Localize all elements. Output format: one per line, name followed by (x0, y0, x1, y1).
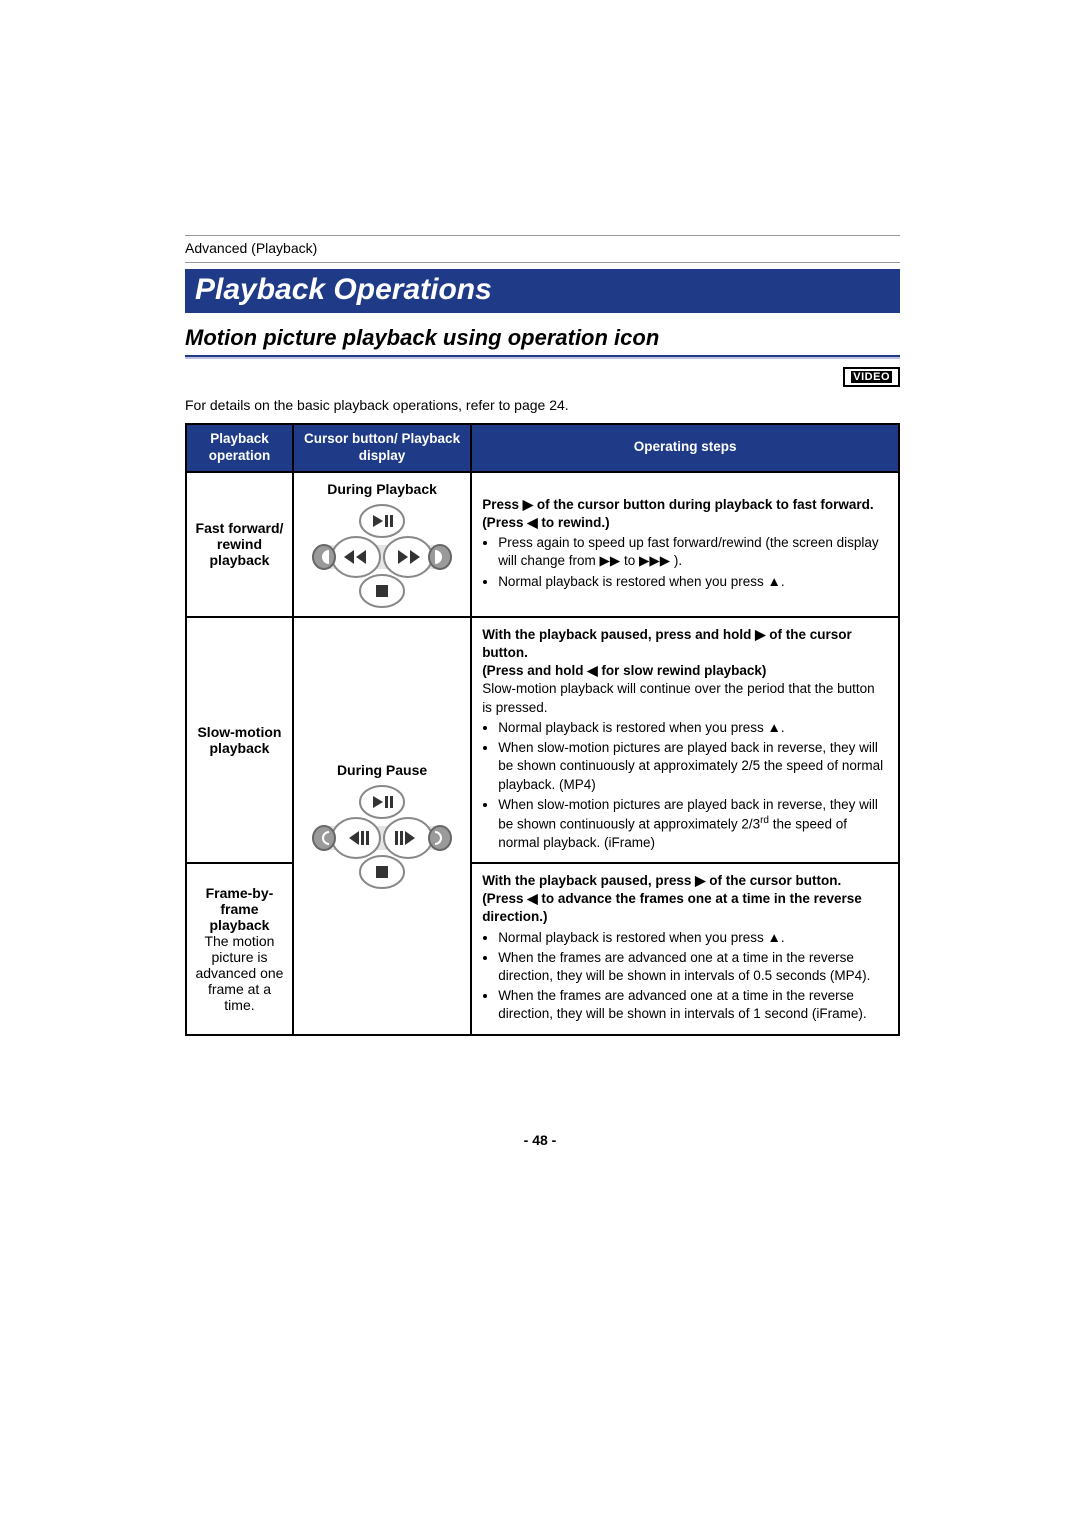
row-fast-forward-rewind: Fast forward/ rewind playback During Pla… (186, 472, 899, 617)
th-operation: Playback operation (186, 424, 293, 472)
op-fast-label: Fast forward/ rewind playback (196, 520, 284, 568)
breadcrumb-bar: Advanced (Playback) (185, 235, 900, 263)
row-slow-motion: Slow-motion playback During Pause (186, 617, 899, 863)
controlpad-pause-icon (312, 784, 452, 889)
disp-label-playback: During Playback (298, 481, 466, 497)
controlpad-playback-icon (312, 503, 452, 608)
table-header-row: Playback operation Cursor button/ Playba… (186, 424, 899, 472)
video-badge-row: VIDEO (185, 367, 900, 387)
slow-step-bold-2: (Press and hold ◀ for slow rewind playba… (482, 662, 888, 680)
page-title: Playback Operations (195, 273, 492, 306)
op-slow-label: Slow-motion playback (197, 724, 281, 756)
fast-bullet-2: Normal playback is restored when you pre… (498, 573, 888, 591)
cell-op-slow: Slow-motion playback (186, 617, 293, 863)
frame-bullet-3: When the frames are advanced one at a ti… (498, 987, 888, 1023)
frame-bullet-2: When the frames are advanced one at a ti… (498, 949, 888, 985)
frame-bullets: Normal playback is restored when you pre… (482, 929, 888, 1024)
th-display: Cursor button/ Playback display (293, 424, 471, 472)
disp-label-pause: During Pause (298, 762, 466, 778)
intro-text: For details on the basic playback operat… (185, 397, 900, 413)
slow-step-bold-1: With the playback paused, press and hold… (482, 626, 888, 662)
frame-step-bold-2: (Press ◀ to advance the frames one at a … (482, 890, 888, 926)
cell-steps-frame: With the playback paused, press ▶ of the… (471, 863, 899, 1035)
slow-bullet-2: When slow-motion pictures are played bac… (498, 739, 888, 794)
cell-steps-fast: Press ▶ of the cursor button during play… (471, 472, 899, 617)
subheading-underline (185, 355, 900, 359)
breadcrumb-text: Advanced (Playback) (185, 240, 317, 256)
page-root: Advanced (Playback) Playback Operations … (0, 0, 1080, 1036)
section-subheading: Motion picture playback using operation … (185, 325, 659, 350)
cell-op-fast: Fast forward/ rewind playback (186, 472, 293, 617)
fast-step-bold-1: Press ▶ of the cursor button during play… (482, 496, 888, 514)
cell-disp-playback: During Playback (293, 472, 471, 617)
cell-op-frame: Frame-by-frame playback The motion pictu… (186, 863, 293, 1035)
page-number: - 48 - (0, 1132, 1080, 1148)
slow-bullets: Normal playback is restored when you pre… (482, 719, 888, 852)
subheading-row: Motion picture playback using operation … (185, 325, 900, 351)
frame-bullet-1: Normal playback is restored when you pre… (498, 929, 888, 947)
th-steps: Operating steps (471, 424, 899, 472)
fast-bullets: Press again to speed up fast forward/rew… (482, 534, 888, 591)
slow-bullet-1: Normal playback is restored when you pre… (498, 719, 888, 737)
cell-steps-slow: With the playback paused, press and hold… (471, 617, 899, 863)
title-band: Playback Operations (185, 269, 900, 313)
op-frame-label-rest: The motion picture is advanced one frame… (193, 933, 286, 1013)
cell-disp-pause: During Pause (293, 617, 471, 1035)
video-badge-label: VIDEO (851, 371, 892, 383)
operations-table: Playback operation Cursor button/ Playba… (185, 423, 900, 1036)
fast-bullet-1: Press again to speed up fast forward/rew… (498, 534, 888, 570)
frame-step-bold-1: With the playback paused, press ▶ of the… (482, 872, 888, 890)
video-badge: VIDEO (843, 367, 900, 387)
slow-bullet-3: When slow-motion pictures are played bac… (498, 796, 888, 852)
slow-step-note: Slow-motion playback will continue over … (482, 680, 888, 716)
fast-step-bold-2: (Press ◀ to rewind.) (482, 514, 888, 532)
op-frame-label-bold: Frame-by-frame playback (193, 885, 286, 933)
